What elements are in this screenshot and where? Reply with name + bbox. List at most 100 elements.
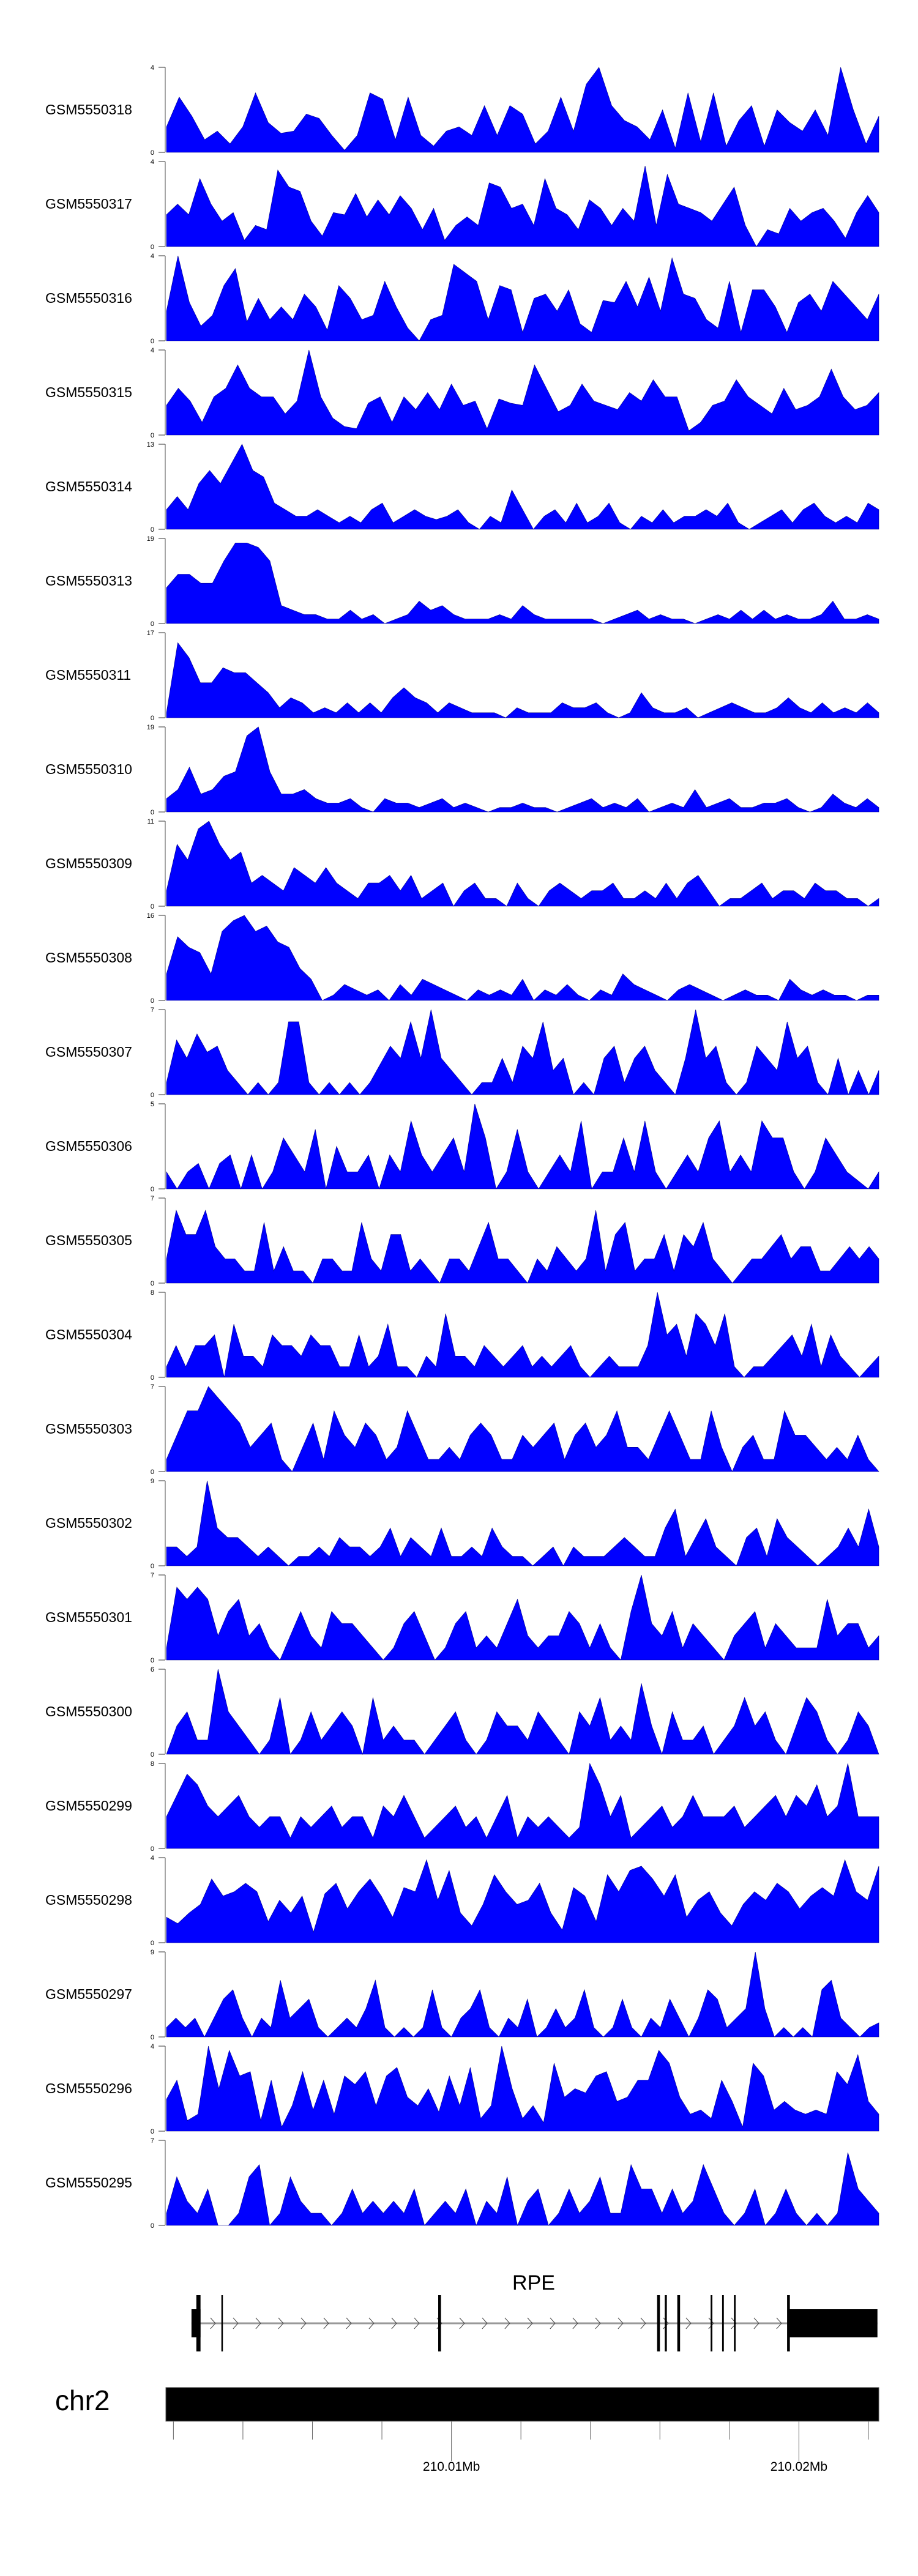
y-axis-zero-label: 0	[151, 1280, 154, 1287]
coverage-area-GSM5550305	[166, 1209, 879, 1284]
y-axis-zero-label: 0	[151, 1845, 154, 1853]
y-axis-max-label: 7	[151, 1572, 154, 1579]
y-axis-max-label: 4	[151, 2043, 154, 2050]
y-axis-max-label: 8	[151, 1760, 154, 1768]
strand-arrow-icon	[753, 2317, 759, 2329]
track-label: GSM5550309	[45, 855, 132, 871]
y-axis-zero-label: 0	[151, 1092, 154, 1099]
coverage-area-GSM5550302	[166, 1480, 879, 1566]
y-axis-max-label: 9	[151, 1949, 154, 1956]
y-axis-zero-label: 0	[151, 620, 154, 628]
coverage-area-GSM5550304	[166, 1292, 879, 1378]
track-label: GSM5550308	[45, 949, 132, 966]
coverage-area-GSM5550296	[166, 2046, 879, 2132]
strand-arrow-icon	[391, 2317, 397, 2329]
coverage-area-GSM5550299	[166, 1763, 879, 1849]
coverage-area-GSM5550315	[166, 349, 879, 436]
genome-axis-label: 210.01Mb	[422, 2460, 480, 2474]
coverage-area-GSM5550317	[166, 165, 879, 247]
y-axis-zero-label: 0	[151, 997, 154, 1005]
coverage-area-GSM5550308	[166, 915, 879, 1001]
exon-block	[711, 2295, 713, 2351]
coverage-area-GSM5550303	[166, 1386, 879, 1472]
y-axis-zero-label: 0	[151, 1751, 154, 1759]
track-label: GSM5550318	[45, 101, 132, 117]
y-axis-zero-label: 0	[151, 149, 154, 157]
y-axis-zero-label: 0	[151, 244, 154, 251]
strand-arrow-icon	[233, 2317, 239, 2329]
y-axis-max-label: 17	[147, 630, 154, 637]
y-axis-zero-label: 0	[151, 903, 154, 910]
coverage-area-GSM5550318	[166, 67, 879, 153]
track-label: GSM5550310	[45, 761, 132, 777]
y-axis-max-label: 6	[151, 1666, 154, 1673]
strand-arrow-icon	[323, 2317, 329, 2329]
y-axis-zero-label: 0	[151, 809, 154, 816]
strand-arrow-icon	[527, 2317, 533, 2329]
strand-arrow-icon	[731, 2317, 737, 2329]
exon-block	[221, 2295, 223, 2351]
y-axis-zero-label: 0	[151, 1940, 154, 1947]
coverage-area-GSM5550311	[166, 642, 879, 718]
track-label: GSM5550299	[45, 1797, 132, 1814]
y-axis-max-label: 4	[151, 158, 154, 166]
strand-arrow-icon	[368, 2317, 375, 2329]
exon-block	[677, 2295, 681, 2351]
y-axis-zero-label: 0	[151, 715, 154, 722]
y-axis-zero-label: 0	[151, 2128, 154, 2135]
y-axis-zero-label: 0	[151, 1563, 154, 1570]
utr-block	[789, 2309, 878, 2337]
strand-arrow-icon	[685, 2317, 692, 2329]
coverage-area-GSM5550295	[166, 2152, 879, 2226]
chromosome-label: chr2	[55, 2384, 110, 2416]
coverage-area-GSM5550310	[166, 726, 879, 813]
track-label: GSM5550298	[45, 1891, 132, 1908]
y-axis-max-label: 4	[151, 253, 154, 260]
y-axis-zero-label: 0	[151, 2034, 154, 2041]
strand-arrow-icon	[346, 2317, 352, 2329]
strand-arrow-icon	[550, 2317, 556, 2329]
track-label: GSM5550302	[45, 1514, 132, 1531]
coverage-area-GSM5550314	[166, 444, 879, 530]
y-axis-max-label: 7	[151, 1007, 154, 1014]
exon-block	[438, 2295, 441, 2351]
genome-axis-label: 210.02Mb	[770, 2460, 828, 2474]
y-axis-max-label: 13	[147, 441, 154, 449]
y-axis-max-label: 7	[151, 2137, 154, 2145]
y-axis-max-label: 11	[147, 818, 154, 825]
track-label: GSM5550307	[45, 1043, 132, 1060]
exon-block	[734, 2295, 736, 2351]
strand-arrow-icon	[504, 2317, 510, 2329]
strand-arrow-icon	[459, 2317, 465, 2329]
track-label: GSM5550314	[45, 478, 132, 494]
track-label: GSM5550295	[45, 2174, 132, 2191]
strand-arrow-icon	[595, 2317, 601, 2329]
y-axis-zero-label: 0	[151, 1186, 154, 1193]
track-label: GSM5550296	[45, 2080, 132, 2096]
exon-block	[722, 2295, 724, 2351]
y-axis-max-label: 4	[151, 64, 154, 72]
track-label: GSM5550316	[45, 289, 132, 306]
y-axis-zero-label: 0	[151, 432, 154, 439]
y-axis-max-label: 8	[151, 1289, 154, 1297]
track-label: GSM5550300	[45, 1703, 132, 1719]
track-label: GSM5550304	[45, 1326, 132, 1342]
y-axis-zero-label: 0	[151, 526, 154, 534]
coverage-area-GSM5550309	[166, 821, 879, 907]
y-axis-zero-label: 0	[151, 338, 154, 345]
coverage-area-GSM5550297	[166, 1951, 879, 2038]
strand-arrow-icon	[640, 2317, 646, 2329]
track-label: GSM5550303	[45, 1420, 132, 1437]
coverage-area-GSM5550298	[166, 1859, 879, 1943]
y-axis-max-label: 4	[151, 347, 154, 354]
gene-name-label: RPE	[512, 2271, 555, 2295]
strand-arrow-icon	[210, 2317, 216, 2329]
strand-arrow-icon	[572, 2317, 578, 2329]
track-label: GSM5550305	[45, 1232, 132, 1248]
exon-block	[657, 2295, 660, 2351]
strand-arrow-icon	[482, 2317, 488, 2329]
coverage-area-GSM5550300	[166, 1669, 879, 1755]
track-label: GSM5550297	[45, 1986, 132, 2002]
strand-arrow-icon	[776, 2317, 782, 2329]
